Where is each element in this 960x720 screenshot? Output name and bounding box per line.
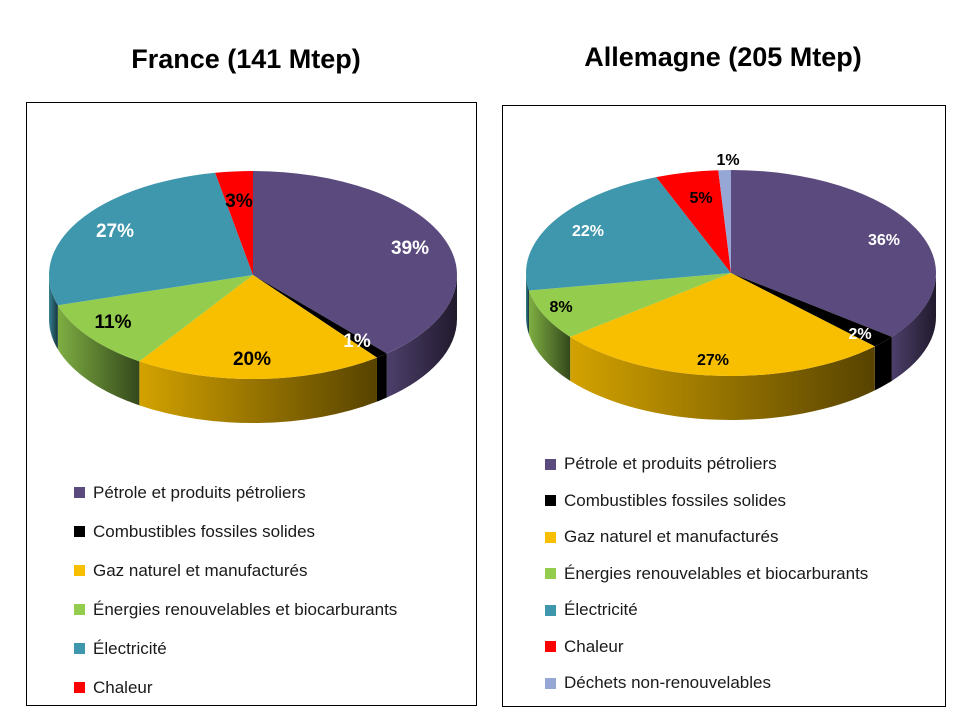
pie-slice-petrole-et-produits-petroliers [253,171,458,354]
legend-item-dechets-non-renouvelables: Déchets non-renouvelables [545,665,868,702]
legend-swatch [545,495,556,507]
legend-item-petrole-et-produits-petroliers: Pétrole et produits pétroliers [74,473,397,512]
legend-item-electricite: Électricité [74,629,397,668]
slice-label-dechets-non-renouvelables: 1% [716,152,739,169]
legend-item-combustibles-fossiles-solides: Combustibles fossiles solides [74,512,397,551]
slice-label-combustibles-fossiles-solides: 2% [848,326,871,343]
pie-chart-allemagne: 36% 2% 27% 8% 22% 5% 1% [526,152,936,421]
pie-slice-electricite [526,177,731,291]
slice-label-gaz-naturel-et-manufactures: 20% [233,349,271,370]
legend-swatch [74,604,85,615]
legend-swatch [74,682,85,693]
pie-slice-dechets-non-renouvelables [718,170,731,273]
legend-swatch [74,565,85,576]
pie-side-electricite [49,275,58,350]
pie-slice-energies-renouvelables-et-biocarburants [57,275,253,362]
chart-panel-france: 39% 1% 20% 11% 27% 3% Pétrole et produits pét… [26,102,477,706]
legend-swatch [545,641,556,653]
legend-label: Chaleur [564,636,624,656]
legend-item-energies-renouvelables-et-biocarburants: Énergies renouvelables et biocarburants [74,590,397,629]
slice-label-energies-renouvelables-et-biocarburants: 8% [549,299,572,316]
pie-side-energies-renouvelables-et-biocarburants [57,305,140,406]
legend-item-combustibles-fossiles-solides: Combustibles fossiles solides [545,483,868,520]
legend-allemagne: Pétrole et produits pétroliers Combustibl… [545,446,868,702]
pie-side-petrole-et-produits-petroliers [891,273,936,381]
pie-side-combustibles-fossiles-solides [874,336,892,391]
slice-label-chaleur: 3% [225,191,253,212]
slice-label-petrole-et-produits-petroliers: 39% [391,238,429,259]
pie-slice-electricite [48,172,253,306]
legend-label: Chaleur [93,677,153,697]
legend-swatch [545,677,556,689]
pie-side-petrole-et-produits-petroliers [386,275,457,398]
legend-item-energies-renouvelables-et-biocarburants: Énergies renouvelables et biocarburants [545,556,868,593]
pie-side-electricite [526,273,529,335]
slice-label-gaz-naturel-et-manufactures: 27% [697,352,729,369]
pie-side-gaz-naturel-et-manufactures [139,357,377,424]
slice-label-electricite: 22% [572,223,604,240]
legend-label: Pétrole et produits pétroliers [564,454,777,474]
pie-side-combustibles-fossiles-solides [376,353,387,402]
pie-slice-petrole-et-produits-petroliers [731,170,936,337]
chart-title-allemagne: Allemagne (205 Mtep) [584,42,862,72]
legend-swatch [545,568,556,580]
legend-item-gaz-naturel-et-manufactures: Gaz naturel et manufacturés [545,519,868,556]
legend-swatch [545,458,556,470]
pie-slice-gaz-naturel-et-manufactures [570,273,875,376]
legend-label: Déchets non-renouvelables [564,673,771,693]
legend-item-gaz-naturel-et-manufactures: Gaz naturel et manufacturés [74,551,397,590]
pie-side-gaz-naturel-et-manufactures [570,336,875,421]
legend-swatch [74,526,85,537]
legend-label: Gaz naturel et manufacturés [564,527,779,547]
slice-label-combustibles-fossiles-solides: 1% [343,331,371,352]
legend-label: Électricité [564,600,638,620]
legend-label: Combustibles fossiles solides [93,521,316,541]
slice-label-chaleur: 5% [689,190,712,207]
legend-item-petrole-et-produits-petroliers: Pétrole et produits pétroliers [545,446,868,483]
legend-label: Électricité [93,638,167,658]
legend-swatch [545,531,556,543]
legend-swatch [74,643,85,654]
pie-slice-combustibles-fossiles-solides [253,275,387,358]
legend-item-chaleur: Chaleur [74,668,397,707]
pie-slice-gaz-naturel-et-manufactures [139,275,377,380]
legend-label: Pétrole et produits pétroliers [93,482,306,502]
legend-label: Combustibles fossiles solides [564,490,787,510]
pie-slice-chaleur [215,171,253,275]
legend-item-electricite: Électricité [545,592,868,629]
pie-slice-chaleur [656,170,731,273]
legend-label: Énergies renouvelables et biocarburants [564,563,869,583]
legend-swatch [545,604,556,616]
pie-chart-france: 39% 1% 20% 11% 27% 3% [48,171,458,424]
pie-slice-combustibles-fossiles-solides [731,273,892,347]
pie-slice-energies-renouvelables-et-biocarburants [528,273,731,337]
legend-swatch [74,487,85,498]
chart-title-france: France (141 Mtep) [131,44,361,74]
legend-label: Énergies renouvelables et biocarburants [93,599,398,619]
legend-france: Pétrole et produits pétroliers Combustibl… [74,473,397,707]
legend-label: Gaz naturel et manufacturés [93,560,308,580]
slice-label-electricite: 27% [96,221,134,242]
pie-side-energies-renouvelables-et-biocarburants [528,290,571,381]
slice-label-energies-renouvelables-et-biocarburants: 11% [95,312,132,333]
chart-panel-allemagne: 36% 2% 27% 8% 22% 5% 1% Pétrole et produits pé… [502,105,946,707]
legend-item-chaleur: Chaleur [545,629,868,666]
slice-label-petrole-et-produits-petroliers: 36% [868,232,900,249]
